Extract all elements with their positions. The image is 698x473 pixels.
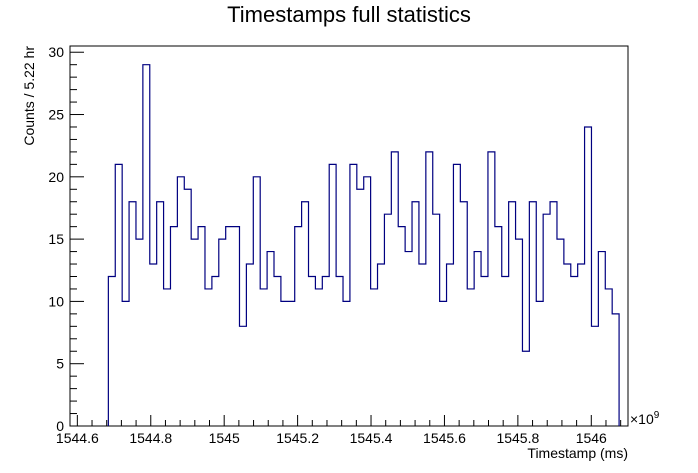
y-axis-label: Counts / 5.22 hr (21, 46, 37, 146)
plot-frame (69, 45, 629, 427)
y-tick-label: 30 (48, 44, 64, 60)
x-tick-label: 1545.4 (350, 430, 393, 446)
y-tick-label: 5 (56, 356, 64, 372)
histogram-series (107, 64, 620, 426)
x-multiplier-exponent: 9 (654, 410, 660, 421)
x-tick-label: 1545.6 (423, 430, 466, 446)
y-tick-label: 20 (48, 169, 64, 185)
x-tick-label: 1544.6 (56, 430, 99, 446)
y-tick-label: 25 (48, 107, 64, 123)
x-axis-multiplier: ×109 (630, 410, 660, 427)
x-axis-label: Timestamp (ms) (527, 445, 628, 461)
x-tick-label: 1546 (576, 430, 607, 446)
x-tick-label: 1545 (209, 430, 240, 446)
y-tick-label: 10 (48, 293, 64, 309)
x-multiplier-base: ×10 (630, 411, 654, 427)
x-tick-label: 1545.2 (276, 430, 319, 446)
y-tick-label: 0 (56, 418, 64, 434)
chart-title: Timestamps full statistics (227, 2, 471, 27)
y-tick-label: 15 (48, 231, 64, 247)
x-tick-label: 1545.8 (496, 430, 539, 446)
y-axis: 0 5 10 15 20 25 30 (48, 44, 84, 434)
x-tick-label: 1544.8 (129, 430, 172, 446)
x-axis: 1544.6 1544.8 1545 1545.2 1545.4 1545.6 1545.8… (56, 415, 622, 446)
